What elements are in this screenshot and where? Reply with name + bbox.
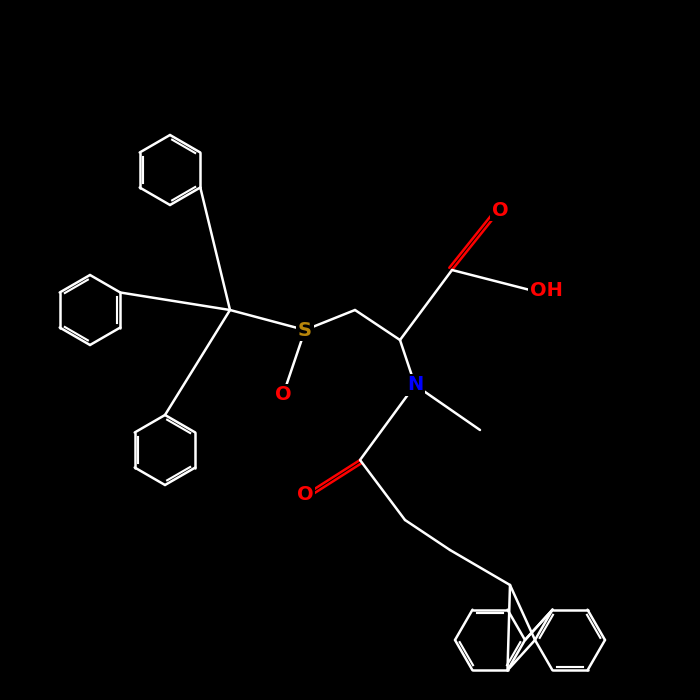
Text: O: O: [274, 386, 291, 405]
Text: S: S: [298, 321, 312, 340]
Text: N: N: [407, 375, 423, 395]
Text: O: O: [297, 486, 314, 505]
Text: O: O: [491, 200, 508, 220]
Text: OH: OH: [530, 281, 563, 300]
